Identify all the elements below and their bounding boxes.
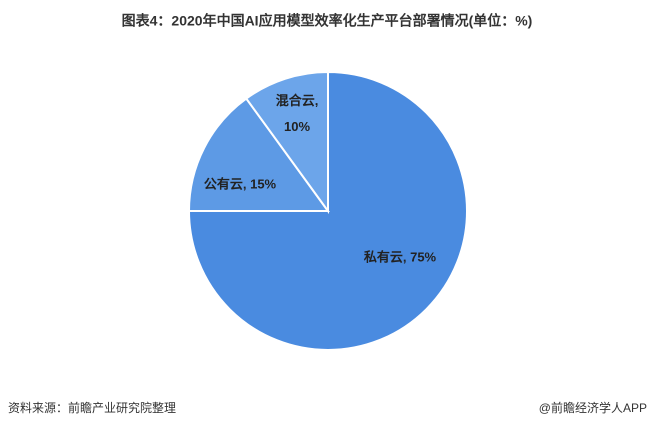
brand: @前瞻经济学人APP <box>539 400 647 415</box>
pie-slice: 私有云 <box>187 70 468 351</box>
pie-slice: 公有云 <box>187 97 330 212</box>
data-label: 公有云, 15% <box>204 176 277 191</box>
source: 资料来源：前瞻产业研究院整理 <box>8 400 176 415</box>
chart-title: 图表4：2020年中国AI应用模型效率化生产平台部署情况(单位：%) <box>122 13 533 29</box>
pie-slice: 混合云 <box>244 70 329 215</box>
data-label: 私有云, 75% <box>364 249 437 264</box>
data-label: 混合云, 10% <box>276 93 319 134</box>
